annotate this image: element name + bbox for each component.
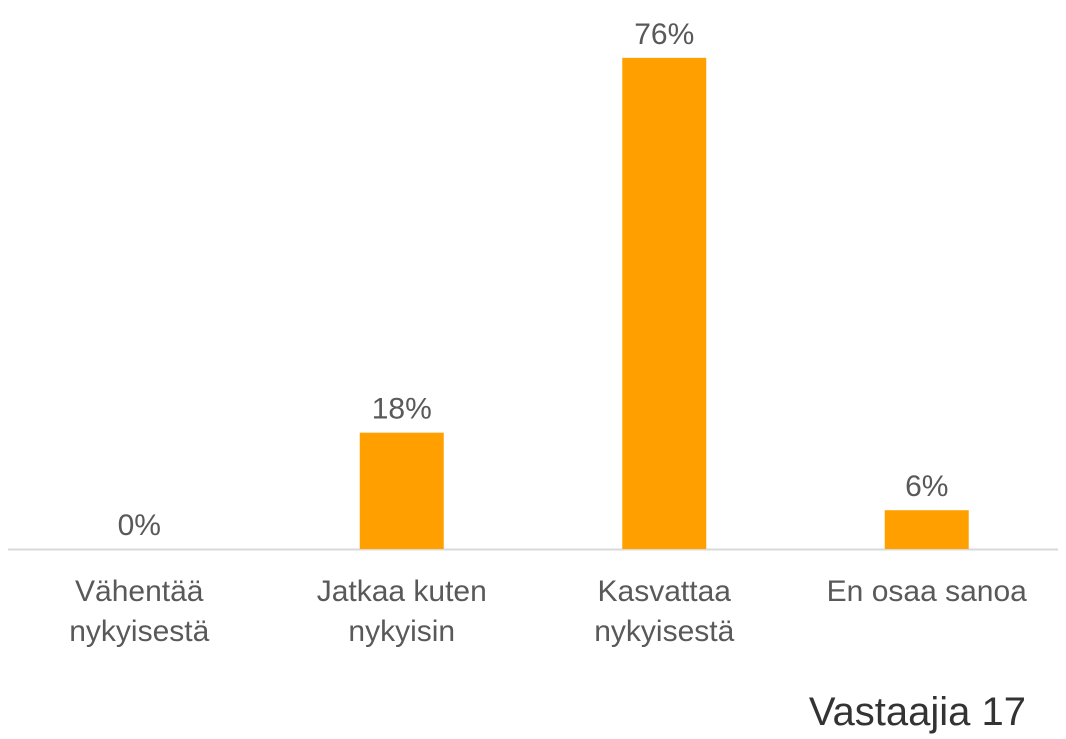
x-tick-label: En osaa sanoa: [826, 575, 1027, 608]
bar: [622, 57, 707, 549]
annotation: Vastaajia 17: [808, 690, 1026, 734]
data-label: 76%: [634, 18, 694, 51]
data-label: 18%: [372, 393, 432, 426]
x-tick-label: Jatkaa kuten nykyisin: [316, 575, 487, 648]
bar: [884, 510, 969, 549]
bar: [359, 432, 444, 549]
x-tick-label: Kasvattaa nykyisestä: [594, 575, 735, 648]
x-tick-label: Vähentää nykyisestä: [69, 575, 210, 648]
data-label: 6%: [905, 470, 948, 503]
data-label: 0%: [118, 509, 161, 542]
